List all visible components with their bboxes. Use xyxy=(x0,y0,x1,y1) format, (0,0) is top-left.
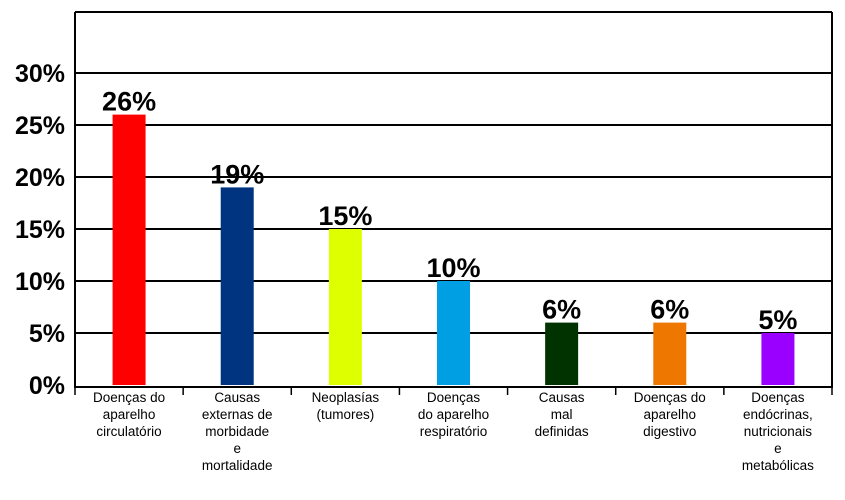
data-label: 19% xyxy=(210,159,264,189)
x-tick-label: Neoplasías (tumores) xyxy=(311,390,380,422)
x-tick-label: Causas mal definidas xyxy=(534,390,589,439)
bar-7 xyxy=(761,333,795,385)
bar-5 xyxy=(545,322,579,385)
plot-frame xyxy=(74,11,833,395)
data-label: 10% xyxy=(426,253,480,283)
data-label: 6% xyxy=(650,295,689,325)
gridlines xyxy=(75,72,832,334)
x-tick-label: Doenças do aparelho respiratório xyxy=(417,390,490,439)
y-tick-label: 15% xyxy=(15,216,65,244)
y-axis-tick-labels: 0% 5% 10% 15% 20% 25% 30% xyxy=(15,60,65,400)
bar-4 xyxy=(437,281,470,385)
x-tick-label: Doenças do aparelho circulatório xyxy=(93,390,166,439)
bar-1 xyxy=(112,114,146,385)
y-tick-label: 0% xyxy=(29,372,65,400)
y-tick-label: 30% xyxy=(15,60,65,88)
data-label: 5% xyxy=(758,305,797,335)
y-tick-label: 10% xyxy=(15,268,65,296)
data-label: 15% xyxy=(318,201,372,231)
bar-2 xyxy=(220,187,254,385)
bar-3 xyxy=(328,229,362,385)
x-tick-label: Doenças do aparelho digestivo xyxy=(633,390,706,439)
x-tick-label: Causas externas de morbidade e mortalida… xyxy=(201,390,273,473)
y-tick-label: 25% xyxy=(15,112,65,140)
data-labels: 26% 19% 15% 10% 6% 6% 5% xyxy=(102,87,797,335)
bar-6 xyxy=(653,322,687,385)
x-tick-label: Doenças endócrinas, nutricionais e metab… xyxy=(741,390,814,473)
bars xyxy=(112,114,795,385)
y-tick-label: 5% xyxy=(29,320,65,348)
data-label: 26% xyxy=(102,87,156,117)
y-tick-label: 20% xyxy=(15,164,65,192)
data-label: 6% xyxy=(542,295,581,325)
